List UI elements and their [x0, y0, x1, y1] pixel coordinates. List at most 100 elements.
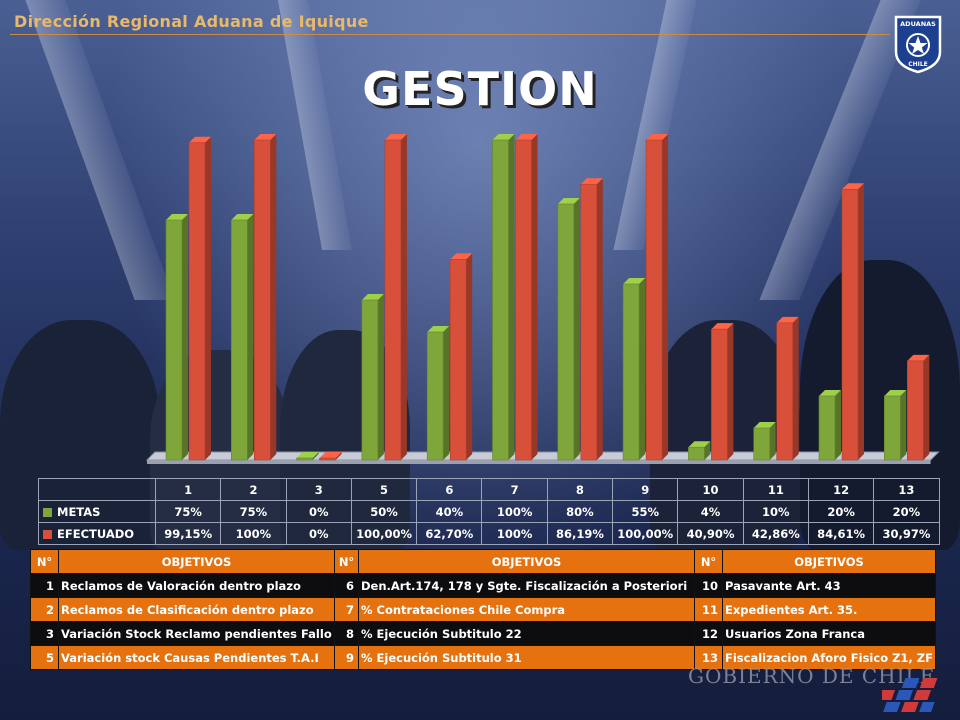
objective-name: Fiscalizacion Aforo Fisico Z1, ZF [722, 645, 936, 670]
objective-name: Variación Stock Reclamo pendientes Fallo [58, 621, 335, 646]
bar-metas-3 [296, 452, 319, 461]
category-label: 2 [220, 478, 287, 501]
data-label: 80% [546, 500, 614, 523]
bar-efectuado-2 [254, 134, 277, 461]
bar-top [646, 134, 669, 140]
bar-top [753, 422, 776, 428]
data-label: 30,97% [873, 522, 940, 545]
bar-front [688, 446, 705, 461]
bar-side [900, 390, 907, 460]
bar-top [907, 354, 930, 361]
bar-top [254, 134, 277, 140]
bar-front [580, 183, 598, 461]
bar-efectuado-9 [645, 134, 669, 461]
objective-number: 13 [694, 645, 723, 670]
bar-side [639, 278, 646, 460]
header-divider [10, 34, 890, 35]
bar-top [842, 183, 864, 190]
bar-top [557, 198, 580, 204]
bar-front [165, 219, 183, 461]
bar-efectuado-3 [319, 452, 342, 461]
column-header: OBJETIVOS [722, 549, 936, 574]
bar-top [688, 441, 711, 448]
bar-side [662, 134, 669, 460]
category-label: 3 [285, 478, 352, 501]
category-label: 9 [612, 478, 679, 501]
bar-top [450, 253, 473, 260]
bar-front [645, 139, 663, 461]
bar-top [427, 326, 450, 332]
bar-front [515, 139, 532, 461]
objective-number: 3 [30, 621, 59, 646]
bar-top [319, 452, 342, 458]
bar-front [883, 395, 901, 461]
bar-metas-10 [688, 441, 711, 461]
column-header: OBJETIVOS [58, 549, 335, 574]
bar-top [166, 214, 188, 220]
bar-front [296, 457, 313, 461]
bar-front [753, 427, 771, 461]
logo-text-bottom: CHILE [908, 61, 928, 68]
objective-number: 10 [694, 573, 723, 598]
bar-top [515, 134, 538, 140]
legend-entry: EFECTUADO [38, 522, 156, 545]
objective-name: Reclamos de Valoración dentro plazo [58, 573, 335, 598]
bar-side [443, 326, 450, 460]
bar-metas-2 [231, 214, 254, 461]
bar-metas-9 [622, 278, 646, 461]
bar-top [361, 294, 384, 300]
chart-floor-edge [147, 460, 931, 464]
bar-metas-12 [818, 390, 841, 461]
bar-front [841, 188, 859, 461]
bar-top [189, 136, 211, 143]
legend-swatch-icon [43, 507, 52, 517]
category-label: 7 [481, 478, 548, 501]
column-header: N° [30, 549, 59, 574]
bar-side [727, 323, 734, 460]
bar-side [923, 354, 930, 460]
category-label: 12 [807, 478, 875, 501]
legend-entry: METAS [38, 500, 156, 523]
bar-top [296, 452, 319, 458]
objective-number: 9 [334, 645, 359, 670]
bar-top [623, 278, 646, 284]
data-label: 0% [285, 500, 352, 523]
data-label: 100% [220, 522, 287, 545]
column-header: N° [694, 549, 723, 574]
data-label: 100,00% [350, 522, 418, 545]
bar-efectuado-12 [841, 183, 864, 461]
objective-number: 7 [334, 597, 359, 622]
data-label: 100% [481, 522, 548, 545]
bar-top [384, 134, 407, 140]
bar-side [466, 253, 473, 460]
bar-side [858, 183, 864, 461]
objective-name: Pasavante Art. 43 [722, 573, 936, 598]
bar-front [188, 142, 206, 461]
chart-data-table: 1 2 3 5 6 7 8 9 10 11 12 13 METAS 75% 75% 0% 50% 40% 100% 8… [38, 478, 940, 545]
bar-top [231, 214, 254, 220]
objective-number: 12 [694, 621, 723, 646]
objective-number: 11 [694, 597, 723, 622]
objective-name: Usuarios Zona Franca [722, 621, 936, 646]
objective-number: 6 [334, 573, 359, 598]
category-label: 1 [154, 478, 222, 501]
bar-top [580, 178, 603, 185]
bar-side [531, 134, 538, 460]
legend-swatch-icon [43, 529, 52, 539]
gobierno-de-chile-watermark: GOBIERNO DE CHILE [688, 664, 936, 688]
bar-top [776, 316, 799, 323]
bar-metas-1 [165, 214, 188, 461]
objective-number: 8 [334, 621, 359, 646]
table-row: 3 Variación Stock Reclamo pendientes Fall… [30, 621, 936, 646]
column-header: N° [334, 549, 359, 574]
bar-front [384, 139, 402, 461]
bar-front [711, 328, 728, 461]
data-label: 75% [154, 500, 222, 523]
objective-name: Reclamos de Clasificación dentro plazo [58, 597, 335, 622]
series-name: METAS [57, 504, 101, 519]
bar-top [492, 134, 515, 140]
data-label: 0% [285, 522, 352, 545]
data-label: 40% [416, 500, 483, 523]
data-label: 50% [350, 500, 418, 523]
bar-side [335, 452, 342, 460]
